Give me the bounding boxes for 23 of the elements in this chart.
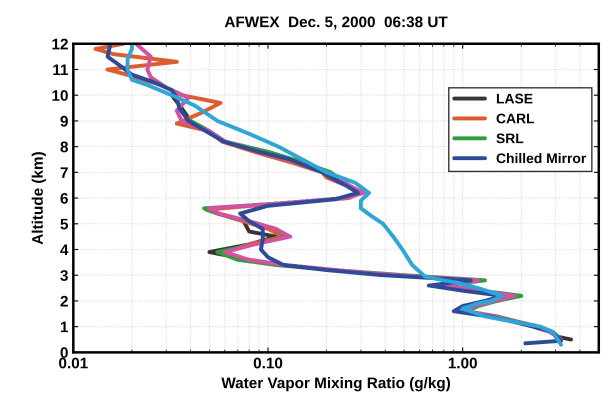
legend-label: LASE: [496, 94, 532, 104]
y-tick-label: 3: [60, 270, 68, 281]
y-tick-label: 4: [60, 244, 68, 256]
x-tick-label: 0.01: [59, 358, 88, 368]
x-tick-label: 0.10: [254, 358, 282, 368]
y-tick-label: 12: [52, 38, 68, 50]
chart-title: AFWEX Dec. 5, 2000 06:38 UT: [224, 16, 448, 30]
legend-label: SRL: [496, 133, 524, 144]
y-tick-label: 2: [60, 296, 68, 306]
y-tick-label: 7: [60, 167, 68, 178]
y-axis-title: Altitude (km): [32, 152, 46, 244]
legend-label: Chilled Mirror: [496, 152, 586, 164]
y-tick-label: 1: [60, 322, 68, 332]
y-tick-label: 10: [52, 90, 68, 101]
y-tick-label: 6: [60, 192, 68, 204]
x-axis-title: Water Vapor Mixing Ratio (g/kg): [221, 377, 450, 392]
y-tick-label: 0: [60, 347, 68, 358]
y-tick-label: 9: [60, 116, 68, 127]
legend-label: CARL: [496, 114, 534, 124]
x-tick-label: 1.00: [448, 358, 477, 368]
y-tick-label: 8: [60, 142, 68, 152]
y-tick-label: 11: [53, 64, 68, 76]
y-tick-label: 5: [60, 218, 68, 230]
